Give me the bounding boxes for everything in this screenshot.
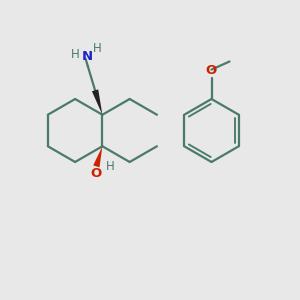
Text: H: H	[93, 42, 101, 55]
Text: O: O	[206, 64, 217, 77]
Text: N: N	[82, 50, 93, 63]
Text: H: H	[71, 48, 80, 61]
Polygon shape	[92, 89, 102, 115]
Polygon shape	[93, 146, 102, 167]
Text: H: H	[106, 160, 115, 173]
Text: O: O	[91, 167, 102, 180]
